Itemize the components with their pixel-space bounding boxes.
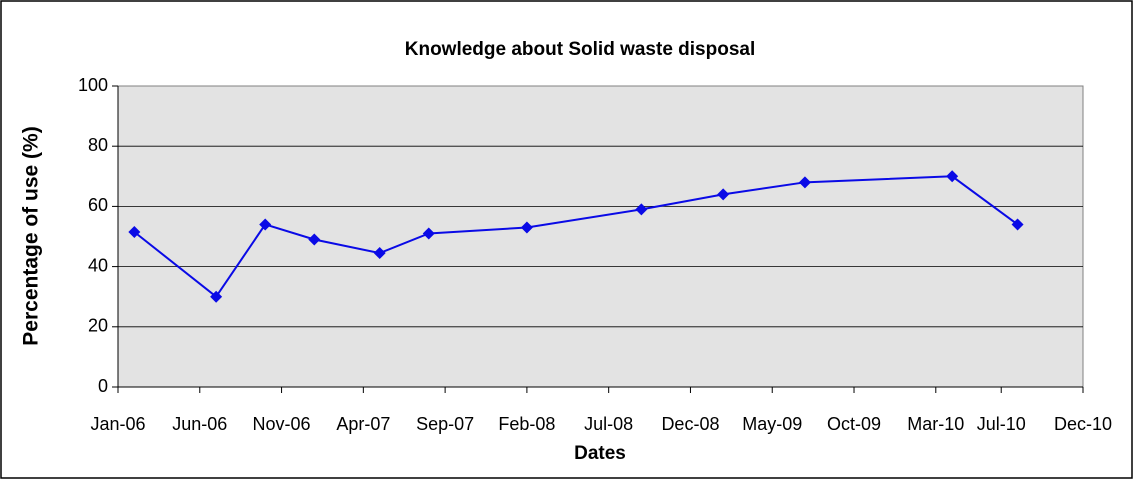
chart-title: Knowledge about Solid waste disposal [405,39,756,60]
data-point [946,170,959,183]
x-tick-label: Mar-10 [907,414,964,434]
data-point [373,247,386,260]
data-point [308,233,321,246]
data-point [259,218,272,231]
x-tick-label: Oct-09 [827,414,881,434]
x-tick-label: Jan-06 [90,414,145,434]
y-tick-label: 100 [78,75,108,95]
y-tick-label: 40 [88,255,108,275]
plot-area [117,85,1084,388]
x-tick-label: Feb-08 [498,414,555,434]
y-axis-label: Percentage of use (%) [20,126,43,345]
data-point [520,221,533,234]
y-tick-label: 60 [88,195,108,215]
series-line [133,175,1019,299]
data-point [210,290,223,303]
x-tick-label: Jul-10 [977,414,1026,434]
data-point [1011,218,1024,231]
y-tick-label: 0 [98,376,108,396]
x-tick-label: Jul-08 [584,414,633,434]
x-tick-label: Apr-07 [336,414,390,434]
data-point [128,225,141,238]
data-point [717,188,730,201]
y-tick-label: 80 [88,135,108,155]
data-point [422,227,435,240]
data-point [798,176,811,189]
data-point [635,203,648,216]
x-tick-label: Dec-10 [1054,414,1112,434]
x-tick-label: Sep-07 [416,414,474,434]
x-tick-label: Jun-06 [172,414,227,434]
x-tick-label: Dec-08 [661,414,719,434]
y-tick-label: 20 [88,316,108,336]
x-axis-label: Dates [574,443,626,464]
x-tick-label: Nov-06 [253,414,311,434]
x-tick-label: May-09 [742,414,802,434]
